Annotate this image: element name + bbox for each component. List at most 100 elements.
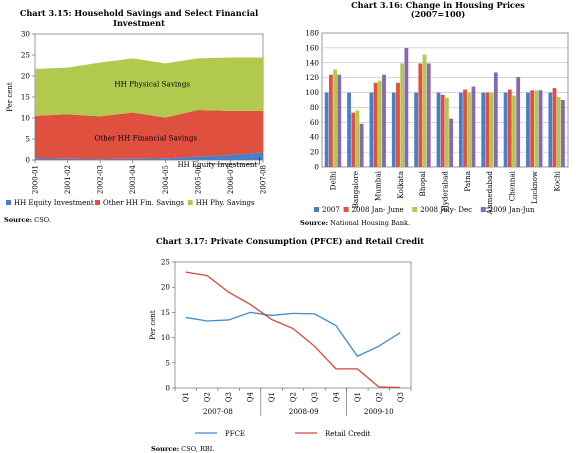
- bar: [328, 74, 333, 167]
- y-axis-label: Per cent: [6, 82, 14, 112]
- chart-3-17-pfce-retail-credit: 0 5 10 15 20 25 Per cent Q1 Q2 Q3 Q4 Q1 Q2 Q3 Q4 Q1 Q2 Q3…: [149, 258, 412, 438]
- chart-3-16-title: Chart 3.16: Change in Housing Prices (200…: [300, 1, 576, 19]
- bar: [359, 123, 364, 167]
- bar: [426, 63, 431, 168]
- legend-label: PFCE: [225, 430, 245, 438]
- area-hh-phy-savings: [35, 57, 263, 118]
- bar: [436, 92, 441, 167]
- source-label: Source:: [300, 219, 329, 227]
- bar: [373, 82, 378, 167]
- bar: [458, 92, 463, 167]
- x-tick-label: Delhi: [329, 170, 338, 190]
- chart-3-16-source: Source: National Housing Bank.: [300, 219, 410, 227]
- legend-label: 2008 July- Dec: [420, 206, 472, 214]
- y-tick-label: 25: [21, 51, 31, 60]
- x-tick-label: 2006-07: [227, 165, 235, 194]
- annotation-other-hh-financial-savings: Other HH Financial Savings: [94, 134, 197, 143]
- y-tick-label: 0: [25, 156, 30, 165]
- x-tick-label: 2003-04: [129, 164, 137, 194]
- y-tick-label: 10: [161, 333, 171, 342]
- bar: [351, 112, 356, 167]
- y-tick-label: 5: [165, 358, 170, 367]
- x-tick-label: Kochi: [552, 170, 561, 191]
- bar: [538, 90, 543, 167]
- legend-label: 2008 Jan- June: [352, 206, 404, 214]
- annotation-leader-line: [207, 157, 261, 165]
- bar: [552, 88, 557, 167]
- y-tick-label: 0: [314, 163, 319, 172]
- x-tick-label: Q1: [182, 392, 190, 402]
- y-tick-label: 5: [25, 135, 30, 144]
- bar: [355, 110, 360, 167]
- series-line-pfce: [185, 311, 401, 358]
- x-tick-label: 2002-03: [97, 165, 105, 194]
- annotation-hh-physical-savings: HH Physical Savings: [114, 80, 190, 89]
- bar: [404, 47, 409, 168]
- y-tick-label: 25: [161, 258, 171, 267]
- area-other-hh-fin-savings: [35, 110, 263, 160]
- bar: [507, 89, 512, 167]
- y-tick-label: 15: [21, 93, 31, 102]
- legend-swatch: [187, 200, 193, 205]
- bar: [400, 63, 405, 168]
- bar: [347, 92, 351, 167]
- bar: [471, 86, 476, 167]
- x-tick-label: Q2: [375, 392, 383, 402]
- bar: [377, 80, 382, 167]
- bar: [530, 90, 535, 167]
- bar: [556, 97, 561, 167]
- x-tick-label: Q1: [354, 392, 362, 402]
- y-tick-label: 10: [21, 114, 31, 123]
- bar: [445, 97, 449, 167]
- legend-swatch: [412, 207, 418, 212]
- y-tick-label: 80: [310, 103, 320, 112]
- x-tick-label: Mumbai: [373, 170, 382, 201]
- y-tick-label: 20: [161, 283, 171, 292]
- x-group-label: 2008-09: [289, 407, 319, 416]
- source-text: National Housing Bank.: [328, 219, 411, 227]
- x-tick-label: Q3: [311, 392, 319, 402]
- bar: [418, 63, 423, 168]
- chart-3-17-source: Source: CSO, RBI.: [151, 445, 214, 453]
- bar: [440, 94, 445, 167]
- bar: [516, 76, 521, 167]
- x-tick-label: 2001-02: [64, 165, 72, 194]
- y-tick-label: 30: [21, 30, 31, 39]
- x-tick-label: Bhopal: [418, 170, 427, 196]
- chart-3-17-title: Chart 3.17: Private Consumption (PFCE) a…: [155, 236, 425, 246]
- bar: [414, 92, 419, 167]
- legend-label: 2007: [322, 206, 340, 214]
- bar: [481, 92, 486, 167]
- x-tick-label: Q2: [204, 392, 212, 402]
- bar: [382, 74, 386, 167]
- plot-area: [174, 261, 412, 389]
- legend-label: Retail Credit: [325, 430, 371, 438]
- y-tick-label: 20: [21, 72, 31, 81]
- x-tick-label: 2007-08: [260, 165, 268, 194]
- x-tick-label: Q1: [268, 392, 276, 402]
- y-tick-label: 120: [305, 73, 319, 82]
- y-axis-label: Per cent: [149, 310, 157, 340]
- x-tick-label: 2005-06: [194, 164, 202, 194]
- x-tick-label: Q3: [397, 392, 405, 402]
- bar: [369, 92, 374, 167]
- title-line-2: (2007=100): [410, 9, 466, 19]
- x-tick-label: Bangalore: [351, 171, 360, 208]
- bar: [422, 54, 427, 167]
- chart-3-16-housing-prices: 0 20 40 60 80 100 120 140 160 180 Delhi Bangalore Mu…: [305, 29, 569, 216]
- series-line-retail-credit: [185, 271, 401, 389]
- x-group-label: 2007-08: [203, 407, 233, 416]
- y-tick-label: 180: [305, 29, 319, 38]
- bar: [333, 69, 337, 167]
- bar: [337, 74, 342, 167]
- bar: [467, 92, 472, 167]
- x-tick-label: Patna: [463, 170, 472, 191]
- x-tick-label: Q2: [290, 392, 298, 402]
- legend-swatch: [95, 200, 100, 205]
- legend-label: HH Equity Investment: [14, 199, 94, 207]
- area-hh-equity-investment: [35, 152, 263, 160]
- x-tick-label: Ahmedabad: [485, 171, 494, 216]
- x-tick-label: Hyderabad: [441, 171, 450, 212]
- legend-swatch: [343, 207, 349, 212]
- x-tick-label: Kolkata: [396, 170, 405, 198]
